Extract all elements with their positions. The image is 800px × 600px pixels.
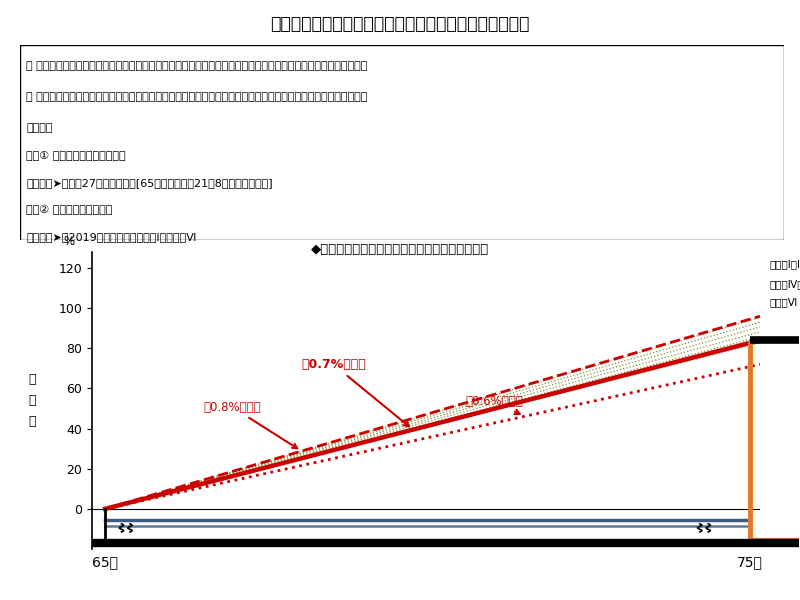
Text: 65歳: 65歳 xyxy=(92,555,118,569)
Text: %: % xyxy=(63,235,74,248)
Text: ・ 繰上げ減額率や繰下げ増額率の計算には、年齢別死亡率（生命表）や割引率（経済前提）の前提が必要となる。: ・ 繰上げ減額率や繰下げ増額率の計算には、年齢別死亡率（生命表）や割引率（経済前… xyxy=(26,61,367,71)
Text: 75歳: 75歳 xyxy=(738,555,763,569)
Text: ◆生命年金現価が等しくなるための繰下げ増額率: ◆生命年金現価が等しくなるための繰下げ増額率 xyxy=(311,243,489,256)
Text: 増
額
率: 増 額 率 xyxy=(28,373,36,428)
Text: ② 割引率（経済前提）: ② 割引率（経済前提） xyxy=(26,205,113,215)
Text: ➤　2019年財政検証のケースⅠ～ケースⅥ: ➤ 2019年財政検証のケースⅠ～ケースⅥ xyxy=(26,232,197,242)
Text: 月0.7%の場合: 月0.7%の場合 xyxy=(302,358,409,427)
Text: 月0.8%の場合: 月0.8%の場合 xyxy=(203,401,298,448)
Text: ケースⅠ～Ⅲ: ケースⅠ～Ⅲ xyxy=(770,259,800,269)
Text: ケースⅣ・Ⅴ: ケースⅣ・Ⅴ xyxy=(770,279,800,289)
Text: 年金の繰上げ減額率・繰下げ増額率の算出方法について: 年金の繰上げ減額率・繰下げ増額率の算出方法について xyxy=(270,15,530,33)
FancyBboxPatch shape xyxy=(20,45,784,240)
Text: ケースⅥ: ケースⅥ xyxy=(770,297,798,307)
Text: 【前提】: 【前提】 xyxy=(26,123,53,133)
Text: ➤　平成27年完全生命表[65歳の平均余命21．8年（男女平均）]: ➤ 平成27年完全生命表[65歳の平均余命21．8年（男女平均）] xyxy=(26,178,273,188)
Text: 月0.6%の場合: 月0.6%の場合 xyxy=(466,395,523,414)
Text: ・ 今回の繰上げ減額率・繰下げ増額率の設定に当たっては、下記の前提を用いた上で、概ね平均となる値を算出。: ・ 今回の繰上げ減額率・繰下げ増額率の設定に当たっては、下記の前提を用いた上で、… xyxy=(26,92,367,102)
Text: ① 年齢別死亡率（生命表）: ① 年齢別死亡率（生命表） xyxy=(26,150,126,160)
